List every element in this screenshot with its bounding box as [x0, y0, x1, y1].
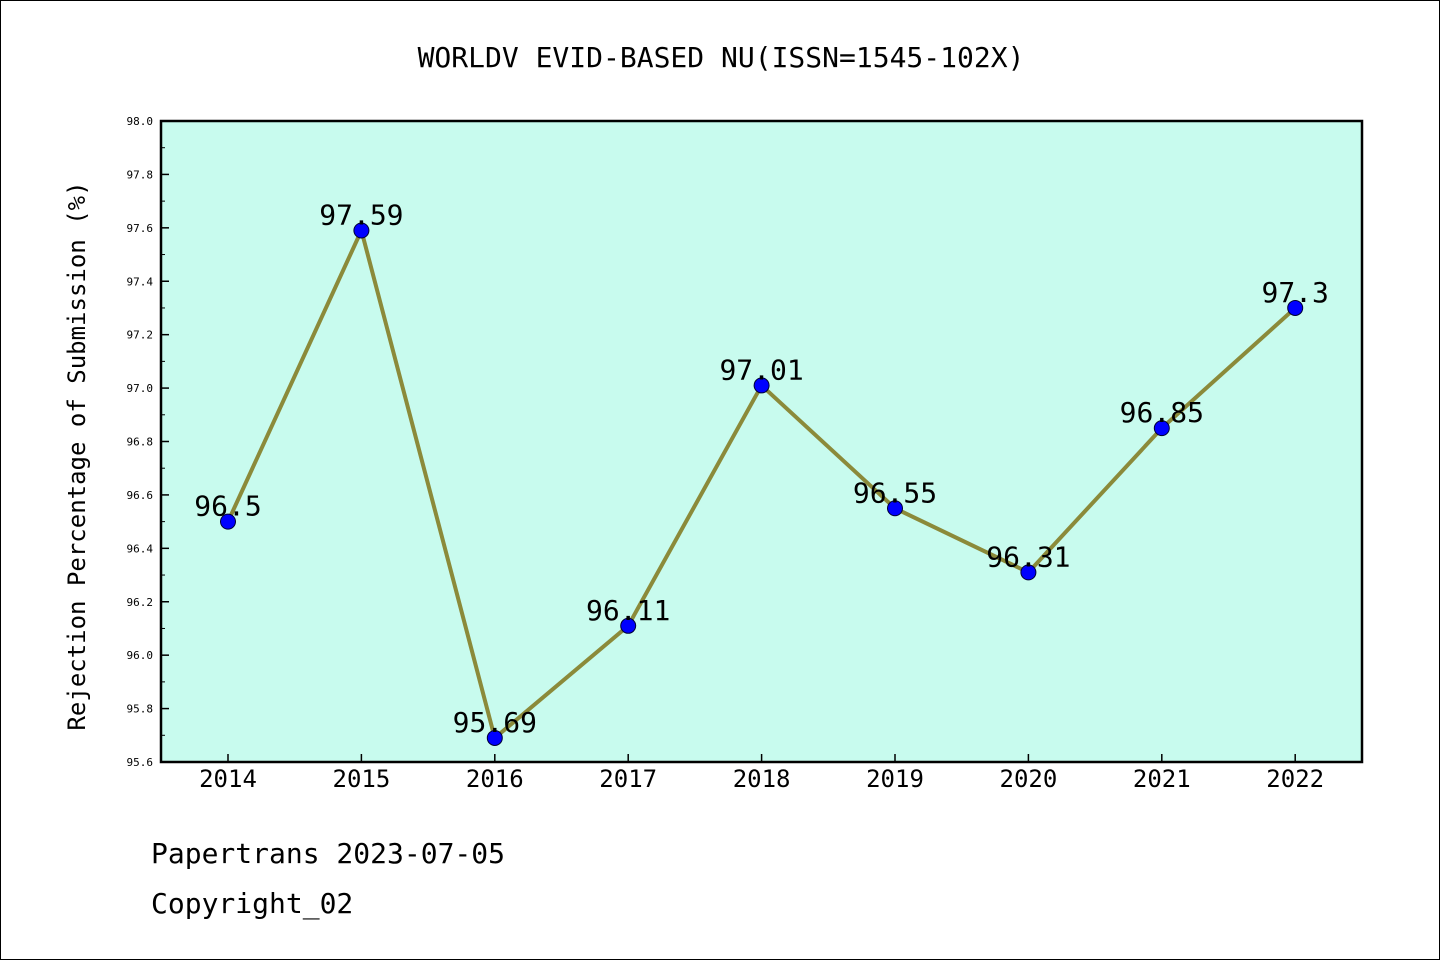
data-point-marker [1287, 299, 1304, 316]
series-marker-layer [220, 222, 1304, 746]
x-tick-label: 2014 [199, 765, 257, 793]
x-tick-label: 2020 [1000, 765, 1058, 793]
y-tick-label: 96.4 [127, 542, 154, 555]
data-point-marker [486, 729, 503, 746]
x-tick-label: 2018 [733, 765, 791, 793]
data-label: 97.3 [1261, 276, 1328, 309]
y-tick-label: 96.2 [127, 596, 154, 609]
data-label: 97.01 [719, 353, 803, 386]
chart-title: WORLDV EVID-BASED NU(ISSN=1545-102X) [418, 41, 1025, 74]
data-point-marker [353, 222, 370, 239]
y-tick-label: 95.6 [127, 756, 154, 769]
y-axis-label: Rejection Percentage of Submission (%) [63, 181, 91, 730]
data-point-marker [1020, 564, 1037, 581]
x-tick-label: 2019 [866, 765, 924, 793]
data-label: 96.55 [853, 476, 937, 509]
y-tick-label: 96.0 [127, 649, 154, 662]
y-tick-label: 97.6 [127, 222, 154, 235]
x-tick-label: 2016 [466, 765, 524, 793]
data-label: 96.11 [586, 594, 670, 627]
data-label: 96.5 [194, 490, 261, 523]
y-tick-label: 97.2 [127, 329, 154, 342]
x-tick-label: 2022 [1266, 765, 1324, 793]
footer-copyright: Copyright_02 [151, 887, 354, 920]
y-tick-label: 96.6 [127, 489, 154, 502]
y-tick-label: 97.8 [127, 168, 154, 181]
data-label: 97.59 [319, 199, 403, 232]
data-label-layer: 96.5 97.59 95.69 96.11 97.01 96.55 96.31 96.85 9… [194, 199, 1329, 739]
data-label: 95.69 [453, 706, 537, 739]
y-tick-label: 95.8 [127, 703, 154, 716]
data-label: 96.31 [986, 540, 1070, 573]
y-tick-label: 97.0 [127, 382, 154, 395]
data-label: 96.85 [1120, 396, 1204, 429]
footer-date: Papertrans 2023-07-05 [151, 837, 506, 870]
data-point-marker [753, 377, 770, 394]
x-tick-label: 2021 [1133, 765, 1191, 793]
y-tick-label: 97.4 [127, 275, 154, 288]
x-tick-label: 2017 [599, 765, 657, 793]
y-tick-label: 96.8 [127, 436, 154, 449]
data-point-marker [1153, 420, 1170, 437]
data-point-marker [220, 513, 236, 530]
y-tick-label: 98.0 [127, 115, 154, 128]
data-point-marker [620, 617, 637, 634]
x-tick-label: 2015 [333, 765, 391, 793]
data-point-marker [887, 500, 903, 517]
axis-ticks: 95.6 95.8 96.0 96.2 96.4 96.6 96.8 97.0 97.2 97.4… [127, 115, 1325, 793]
